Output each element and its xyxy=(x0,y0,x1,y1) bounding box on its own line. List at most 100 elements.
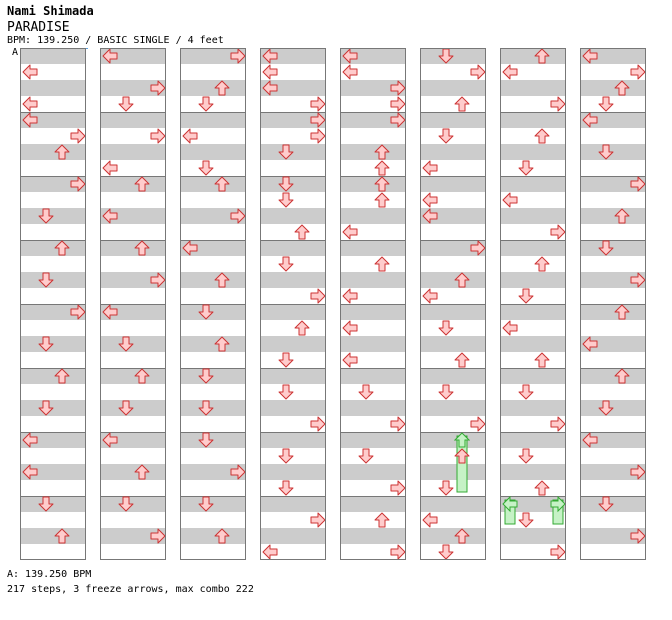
arrow-right xyxy=(630,272,646,288)
arrow-right xyxy=(150,128,166,144)
arrow-down xyxy=(38,272,54,288)
arrow-down xyxy=(38,336,54,352)
arrow-down xyxy=(518,384,534,400)
beat-stripe xyxy=(20,432,86,448)
song-title: PARADISE xyxy=(7,20,70,35)
arrow-down xyxy=(598,240,614,256)
arrow-up xyxy=(614,304,630,320)
measure-line xyxy=(100,176,166,177)
measure-line xyxy=(100,432,166,433)
arrow-left xyxy=(342,288,358,304)
arrow-down xyxy=(518,512,534,528)
arrow-down xyxy=(438,320,454,336)
measure-line xyxy=(580,368,646,369)
arrow-right xyxy=(310,512,326,528)
beat-stripe xyxy=(100,112,166,128)
column-frame xyxy=(420,48,486,560)
measure-line xyxy=(180,496,246,497)
beat-stripe xyxy=(100,80,166,96)
column-frame xyxy=(100,48,166,560)
beat-stripe xyxy=(260,208,326,224)
arrow-up xyxy=(534,256,550,272)
beat-stripe xyxy=(20,464,86,480)
measure-line xyxy=(580,112,646,113)
arrow-down xyxy=(278,192,294,208)
measure-line xyxy=(340,496,406,497)
beat-stripe xyxy=(500,144,566,160)
arrow-up xyxy=(54,144,70,160)
beat-stripe xyxy=(20,176,86,192)
arrow-left xyxy=(182,128,198,144)
arrow-right xyxy=(70,304,86,320)
beat-stripe xyxy=(260,112,326,128)
measure-line xyxy=(100,496,166,497)
arrow-down xyxy=(278,256,294,272)
arrow-right xyxy=(390,96,406,112)
beat-stripe xyxy=(500,304,566,320)
arrow-left xyxy=(582,48,598,64)
beat-stripe xyxy=(180,144,246,160)
beat-stripe xyxy=(340,464,406,480)
chart-column xyxy=(100,48,166,560)
arrow-right xyxy=(150,272,166,288)
beat-stripe xyxy=(340,48,406,64)
beat-stripe xyxy=(260,400,326,416)
arrow-right xyxy=(550,224,566,240)
beat-stripe xyxy=(500,80,566,96)
beat-stripe xyxy=(20,144,86,160)
arrow-left xyxy=(102,48,118,64)
beat-stripe xyxy=(420,272,486,288)
arrow-left xyxy=(502,320,518,336)
measure-line xyxy=(260,304,326,305)
arrow-right xyxy=(310,112,326,128)
arrow-down xyxy=(38,208,54,224)
arrow-down xyxy=(118,336,134,352)
arrow-down xyxy=(598,496,614,512)
arrow-right xyxy=(630,528,646,544)
beat-stripe xyxy=(340,304,406,320)
measure-line xyxy=(500,304,566,305)
beat-stripe xyxy=(500,272,566,288)
arrow-up xyxy=(374,192,390,208)
beat-stripe xyxy=(500,400,566,416)
arrow-down xyxy=(38,496,54,512)
measure-line xyxy=(100,240,166,241)
arrow-right xyxy=(230,464,246,480)
arrow-up xyxy=(534,352,550,368)
beat-stripe xyxy=(420,176,486,192)
arrow-left xyxy=(102,432,118,448)
freeze-arrow xyxy=(502,496,518,525)
beat-stripe xyxy=(500,208,566,224)
beat-stripe xyxy=(260,80,326,96)
beat-stripe xyxy=(420,112,486,128)
beat-stripe xyxy=(500,432,566,448)
column-frame xyxy=(500,48,566,560)
arrow-right xyxy=(550,416,566,432)
chart-column xyxy=(20,48,86,560)
measure-line xyxy=(420,304,486,305)
arrow-left xyxy=(22,432,38,448)
measure-line xyxy=(20,368,86,369)
arrow-up xyxy=(454,448,470,464)
beat-stripe xyxy=(260,528,326,544)
arrow-down xyxy=(598,400,614,416)
measure-line xyxy=(20,432,86,433)
measure-line xyxy=(500,496,566,497)
beat-stripe xyxy=(420,400,486,416)
measure-line xyxy=(500,112,566,113)
beat-stripe xyxy=(340,496,406,512)
measure-line xyxy=(100,112,166,113)
beat-stripe xyxy=(260,368,326,384)
measure-line xyxy=(260,240,326,241)
column-frame xyxy=(260,48,326,560)
arrow-up xyxy=(614,208,630,224)
arrow-right xyxy=(230,208,246,224)
arrow-down xyxy=(438,480,454,496)
chart-column xyxy=(580,48,646,560)
beat-stripe xyxy=(100,528,166,544)
beat-stripe xyxy=(500,240,566,256)
beat-stripe xyxy=(420,496,486,512)
arrow-right xyxy=(390,480,406,496)
beat-stripe xyxy=(260,336,326,352)
arrow-right xyxy=(70,128,86,144)
